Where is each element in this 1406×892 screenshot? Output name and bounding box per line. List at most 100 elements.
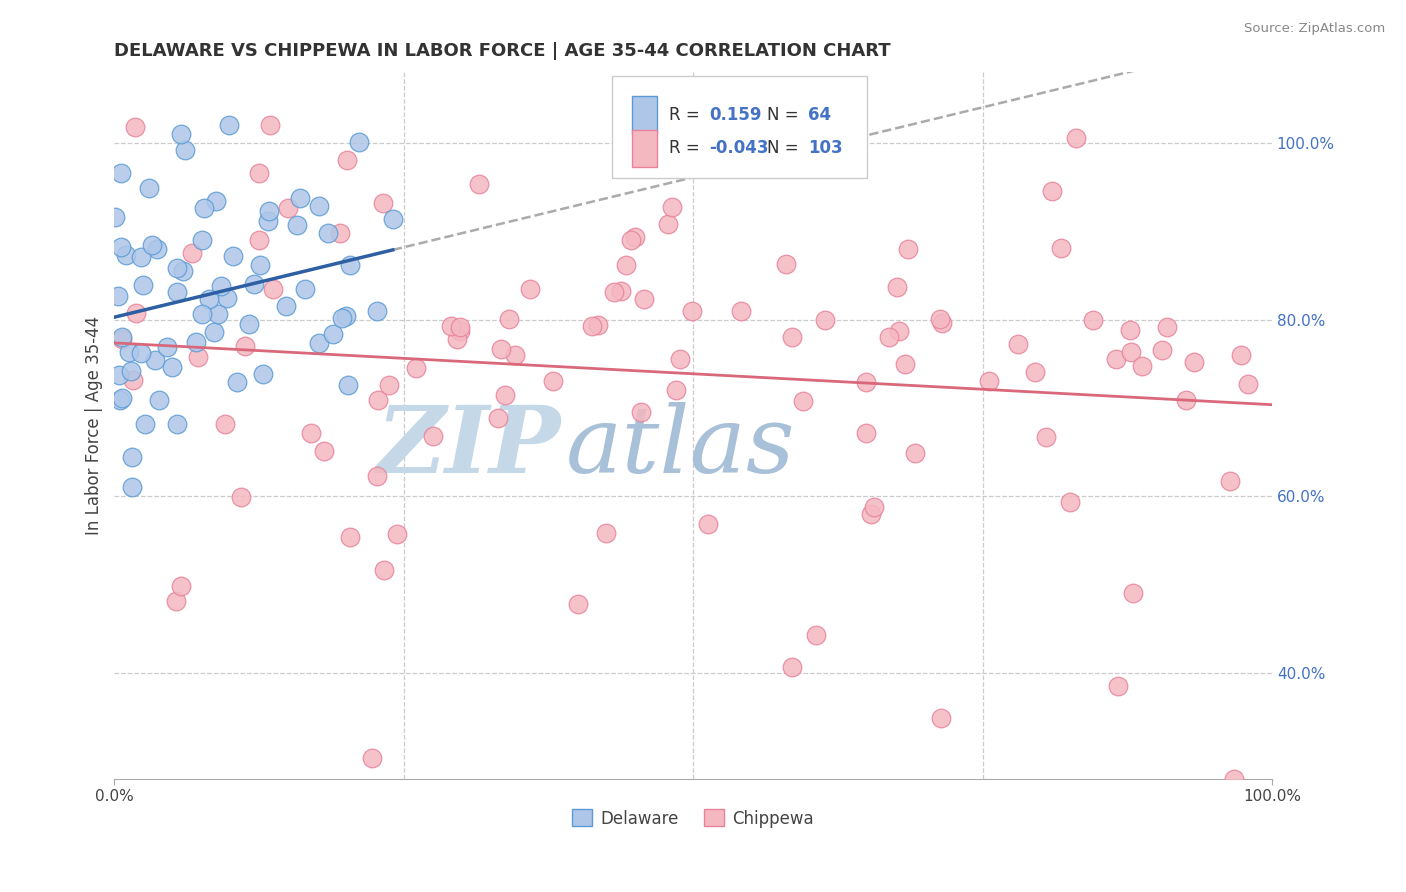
Point (1107, 679, 1129, 693)
Point (630, 405, 652, 419)
FancyBboxPatch shape (631, 130, 657, 167)
Point (1130, 359, 1153, 373)
Point (121, 450, 143, 464)
Point (440, 318, 463, 333)
Point (792, 393, 814, 408)
Point (166, 417, 188, 431)
Point (1081, 313, 1104, 327)
Point (367, 393, 389, 408)
Point (308, 199, 330, 213)
Point (202, 326, 225, 340)
Point (366, 304, 388, 318)
Point (449, 324, 471, 338)
Point (581, 319, 603, 334)
Point (170, 579, 193, 593)
Point (121, 480, 143, 494)
Point (633, 292, 655, 306)
Point (247, 233, 270, 247)
Point (1050, 242, 1073, 256)
Point (381, 212, 404, 227)
Point (665, 383, 688, 397)
Text: N =: N = (768, 139, 799, 157)
Point (110, 166, 132, 180)
Point (193, 201, 215, 215)
Point (160, 360, 183, 375)
Point (855, 426, 877, 441)
Point (371, 196, 394, 211)
Point (503, 348, 526, 362)
Point (184, 334, 207, 349)
Point (132, 277, 155, 292)
Point (172, 264, 194, 278)
Point (1122, 586, 1144, 600)
Point (190, 307, 212, 321)
Text: 0.159: 0.159 (710, 106, 762, 124)
Point (378, 377, 401, 392)
Point (904, 446, 927, 460)
Point (603, 285, 626, 300)
Point (165, 594, 187, 608)
Text: -0.043: -0.043 (710, 139, 769, 157)
Point (775, 257, 797, 271)
Y-axis label: In Labor Force | Age 35-44: In Labor Force | Age 35-44 (86, 316, 103, 535)
Point (339, 259, 361, 273)
Point (209, 278, 232, 293)
Point (620, 233, 643, 247)
Point (156, 341, 179, 355)
Point (125, 306, 148, 320)
Point (238, 317, 260, 331)
Point (668, 352, 690, 367)
FancyBboxPatch shape (631, 96, 657, 133)
Point (197, 293, 219, 307)
Point (449, 320, 471, 334)
Point (862, 500, 884, 514)
Point (977, 374, 1000, 388)
Point (259, 119, 281, 133)
Point (887, 325, 910, 339)
Point (299, 425, 322, 440)
Point (110, 240, 132, 254)
Point (1035, 430, 1057, 444)
Point (339, 530, 361, 544)
Point (877, 329, 900, 343)
Point (1007, 336, 1029, 351)
Point (814, 313, 837, 327)
Point (107, 289, 129, 303)
Point (336, 153, 359, 168)
Point (129, 251, 152, 265)
Point (1222, 772, 1244, 786)
Point (373, 563, 395, 577)
Point (170, 127, 193, 141)
Point (586, 318, 609, 332)
Point (118, 345, 141, 359)
Point (215, 291, 238, 305)
Point (498, 312, 520, 326)
Point (1119, 344, 1142, 359)
Point (1236, 376, 1258, 391)
Point (1024, 365, 1046, 379)
Point (108, 368, 131, 382)
Point (1150, 343, 1173, 358)
Point (387, 527, 409, 541)
Point (494, 388, 516, 402)
Point (1156, 320, 1178, 334)
Point (780, 660, 803, 674)
Point (191, 233, 214, 247)
FancyBboxPatch shape (612, 76, 866, 178)
Point (489, 342, 512, 356)
Point (929, 312, 952, 326)
Point (111, 391, 134, 405)
Point (259, 204, 281, 219)
Point (294, 282, 316, 296)
Point (804, 628, 827, 642)
Point (226, 375, 249, 389)
Point (519, 282, 541, 296)
Point (129, 346, 152, 360)
Point (166, 285, 188, 299)
Point (205, 194, 228, 209)
Point (124, 120, 146, 134)
Text: DELAWARE VS CHIPPEWA IN LABOR FORCE | AGE 35-44 CORRELATION CHART: DELAWARE VS CHIPPEWA IN LABOR FORCE | AG… (114, 42, 891, 60)
Text: atlas: atlas (565, 402, 796, 491)
Point (929, 711, 952, 725)
Point (249, 258, 271, 272)
